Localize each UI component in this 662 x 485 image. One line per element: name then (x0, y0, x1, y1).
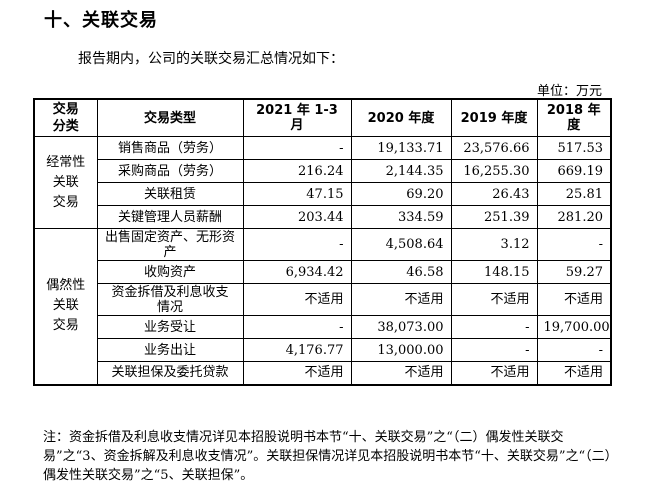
value-cell: 不适用 (536, 283, 612, 316)
value-cell: 不适用 (242, 361, 352, 385)
transaction-type-cell: 关联担保及委托贷款 (96, 361, 244, 385)
value-cell: 251.39 (450, 205, 538, 229)
value-cell: 46.58 (350, 260, 452, 284)
value-cell: 4,508.64 (350, 228, 452, 261)
value-cell: - (242, 136, 352, 160)
value-cell: 6,934.42 (242, 260, 352, 284)
footnote: 注：资金拆借及利息收支情况详见本招股说明书本节“十、关联交易”之“（二）偶发性关… (43, 430, 618, 483)
value-cell: 148.15 (450, 260, 538, 284)
transaction-type-cell: 关联租赁 (96, 182, 244, 206)
transaction-type-cell: 资金拆借及利息收支 情况 (96, 283, 244, 316)
value-cell: 不适用 (450, 283, 538, 316)
value-cell: 669.19 (536, 159, 612, 183)
transaction-type-cell: 销售商品（劳务） (96, 136, 244, 160)
value-cell: 216.24 (242, 159, 352, 183)
value-cell: 25.81 (536, 182, 612, 206)
header-type: 交易类型 (96, 98, 244, 137)
value-cell: 19,133.71 (350, 136, 452, 160)
value-cell: 16,255.30 (450, 159, 538, 183)
transaction-type-cell: 采购商品（劳务） (96, 159, 244, 183)
value-cell: 3.12 (450, 228, 538, 261)
table-header-row: 交易 分类 交易类型 2021 年 1-3 月 2020 年度 2019 年度 … (33, 98, 612, 137)
value-cell: 517.53 (536, 136, 612, 160)
table-row: 业务出让 4,176.77 13,000.00- - (34, 338, 612, 362)
value-cell: 不适用 (536, 361, 612, 385)
value-cell: 69.20 (350, 182, 452, 206)
value-cell: 59.27 (536, 260, 612, 284)
header-category: 交易 分类 (33, 98, 98, 137)
header-2018: 2018 年度 (536, 98, 612, 137)
table-row: 关联担保及委托贷款 不适用 不适用 不适用 不适用 (34, 361, 612, 385)
transaction-type-cell: 出售固定资产、无形资 产 (96, 228, 244, 261)
transaction-type-cell: 关键管理人员薪酬 (96, 205, 244, 229)
value-cell: 4,176.77 (242, 338, 352, 362)
value-cell: - (450, 338, 538, 362)
table-row: 关联租赁 47.15 69.20 26.43 25.81 (34, 182, 612, 206)
intro-text: 报告期内，公司的关联交易汇总情况如下： (78, 51, 344, 67)
value-cell: 47.15 (242, 182, 352, 206)
table-row: 收购资产 6,934.42 46.58 148.15 59.27 (34, 260, 612, 284)
table-row: 采购商品（劳务） 216.24 2,144.35 16,255.30 669.19 (34, 159, 612, 183)
value-cell: 2,144.35 (350, 159, 452, 183)
table-row: 经常性 关联 交易 销售商品（劳务） -19,133.71 23,576.66 517.… (33, 136, 612, 229)
value-cell: 23,576.66 (450, 136, 538, 160)
table-row: 关键管理人员薪酬 203.44 334.59 251.39 281.20 (34, 205, 612, 229)
table-row: 偶然性 关联 交易 出售固定资产、无形资 产 -4,508.64 3.12- (33, 228, 612, 385)
transaction-type-cell: 收购资产 (96, 260, 244, 284)
value-cell: 38,073.00 (350, 315, 452, 339)
value-cell: 19,700.00 (536, 315, 612, 339)
header-2019: 2019 年度 (450, 98, 538, 137)
value-cell: - (536, 228, 612, 261)
value-cell: 不适用 (350, 283, 452, 316)
value-cell: - (450, 315, 538, 339)
value-cell: 281.20 (536, 205, 612, 229)
value-cell: 13,000.00 (350, 338, 452, 362)
value-cell: - (242, 315, 352, 339)
category-cell: 经常性 关联 交易 (33, 136, 98, 229)
value-cell: 26.43 (450, 182, 538, 206)
value-cell: 203.44 (242, 205, 352, 229)
header-2021q1: 2021 年 1-3 月 (242, 98, 352, 137)
value-cell: - (242, 228, 352, 261)
unit-label: 单位：万元 (536, 84, 602, 99)
value-cell: 不适用 (350, 361, 452, 385)
table-row: 业务受让 -38,073.00-19,700.00 (34, 315, 612, 339)
table-row: 资金拆借及利息收支 情况 不适用 不适用 不适用 不适用 (34, 283, 612, 316)
value-cell: 不适用 (242, 283, 352, 316)
header-2020: 2020 年度 (350, 98, 452, 137)
transaction-type-cell: 业务出让 (96, 338, 244, 362)
value-cell: 不适用 (450, 361, 538, 385)
section-heading: 十、关联交易 (44, 10, 158, 31)
value-cell: 334.59 (350, 205, 452, 229)
category-cell: 偶然性 关联 交易 (33, 228, 98, 385)
transaction-type-cell: 业务受让 (96, 315, 244, 339)
related-transactions-table: 交易 分类 交易类型 2021 年 1-3 月 2020 年度 2019 年度 … (33, 98, 612, 386)
value-cell: - (536, 338, 612, 362)
